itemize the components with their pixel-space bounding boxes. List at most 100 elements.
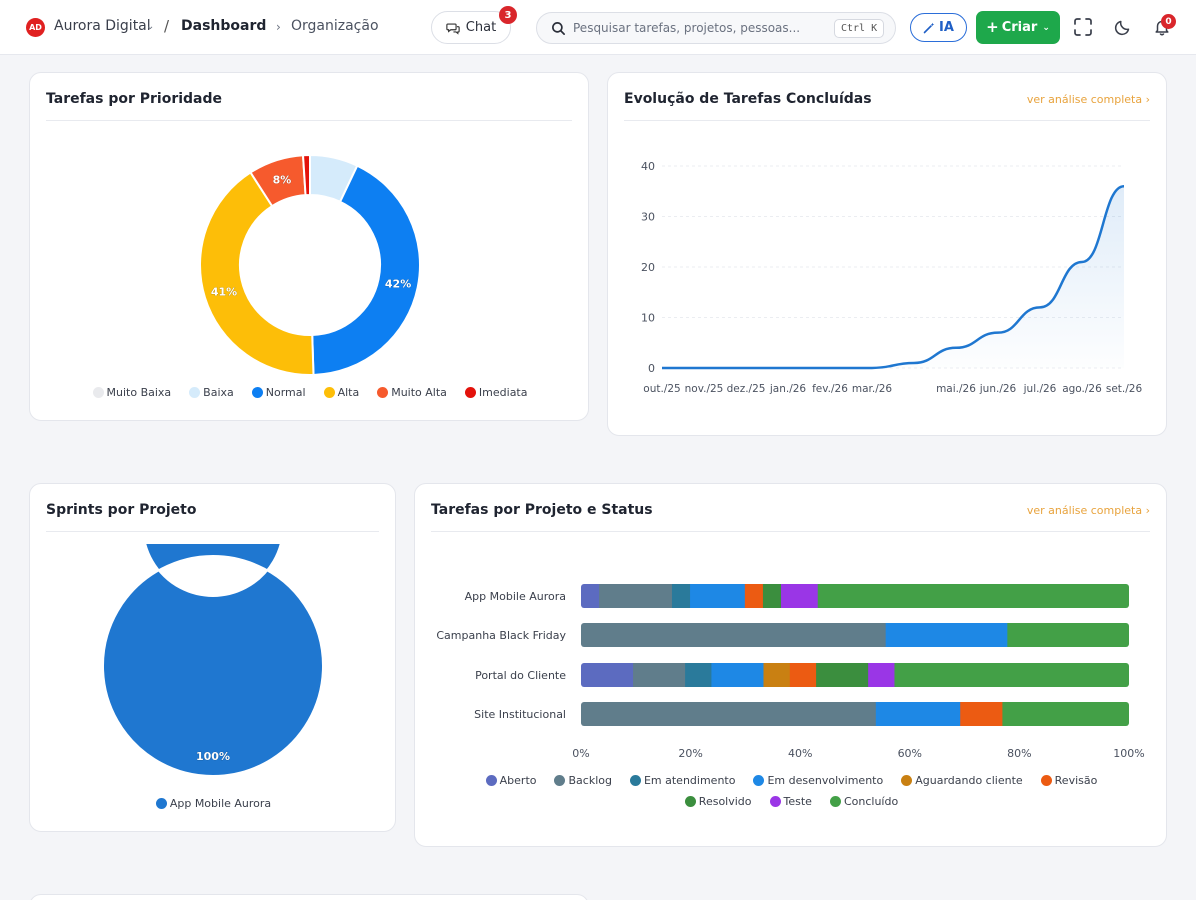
org-logo[interactable]: AD — [26, 18, 45, 37]
breadcrumb-organizacao[interactable]: Organização — [291, 18, 379, 34]
legend-item[interactable]: Em desenvolvimento — [753, 774, 883, 787]
org-switcher[interactable]: Aurora Digital — [54, 18, 151, 34]
legend-item[interactable]: Muito Baixa — [92, 386, 172, 399]
chat-count-badge: 3 — [499, 6, 517, 24]
breadcrumb-current[interactable]: Dashboard — [181, 18, 267, 34]
legend-item[interactable]: Teste — [769, 795, 812, 808]
x-tick-label: mar./26 — [852, 383, 893, 395]
card-title: Evolução de Tarefas Concluídas — [624, 91, 872, 107]
legend-label: Em atendimento — [643, 774, 736, 787]
legend-item[interactable]: App Mobile Aurora — [155, 797, 272, 810]
donut-slice-alta[interactable] — [199, 171, 315, 376]
x-tick-label: dez./25 — [727, 383, 766, 395]
bar-segment-backlog[interactable] — [581, 702, 877, 726]
legend-swatch — [629, 775, 641, 786]
chat-icon — [446, 22, 460, 35]
bar-segment-em-desenvolvimento[interactable] — [885, 623, 1008, 647]
x-tick-label: ago./26 — [1062, 383, 1102, 395]
legend-item[interactable]: Alta — [323, 386, 359, 399]
bar-segment-em-desenvolvimento[interactable] — [690, 584, 746, 608]
legend-item[interactable]: Normal — [251, 386, 306, 399]
bar-segment-em-desenvolvimento[interactable] — [875, 702, 961, 726]
chat-button[interactable]: Chat — [431, 11, 511, 44]
donut-slice-normal[interactable] — [311, 164, 421, 376]
donut-slice-app-mobile-aurora[interactable] — [101, 544, 324, 777]
bar-segment-revisão[interactable] — [789, 663, 817, 687]
bar-segment-concluído[interactable] — [1007, 623, 1129, 647]
x-tick-label: jul./26 — [1023, 383, 1057, 395]
bar-segment-teste[interactable] — [868, 663, 895, 687]
fullscreen-icon[interactable] — [1071, 15, 1095, 39]
bar-segment-em-atendimento[interactable] — [671, 584, 691, 608]
priority-legend: Muito Baixa Baixa Normal Alta Muito Alta Imed… — [30, 386, 590, 399]
legend-item[interactable]: Aguardando cliente — [901, 774, 1023, 787]
legend-item[interactable]: Baixa — [189, 386, 234, 399]
x-tick-label: 100% — [1113, 747, 1144, 760]
create-button[interactable]: + Criar ⌄ — [976, 11, 1060, 44]
search-input[interactable]: Pesquisar tarefas, projetos, pessoas... … — [536, 12, 896, 44]
legend-item[interactable]: Aberto — [485, 774, 536, 787]
chevron-right-icon: › — [276, 20, 281, 34]
ai-label: IA — [939, 20, 954, 35]
legend-item[interactable]: Imediata — [464, 386, 527, 399]
x-tick-label: mai./26 — [936, 383, 976, 395]
bar-segment-em-atendimento[interactable] — [685, 663, 712, 687]
search-icon — [552, 22, 565, 35]
x-tick-label: jan./26 — [769, 383, 807, 395]
legend-label: Revisão — [1054, 774, 1098, 787]
legend-item[interactable]: Revisão — [1040, 774, 1098, 787]
bar-segment-backlog[interactable] — [633, 663, 686, 687]
bar-segment-concluído[interactable] — [1002, 702, 1129, 726]
legend-item[interactable]: Muito Alta — [377, 386, 447, 399]
chat-label: Chat — [465, 20, 497, 35]
dark-mode-icon[interactable] — [1111, 15, 1135, 39]
bar-segment-backlog[interactable] — [599, 584, 673, 608]
x-tick-label: 0% — [572, 747, 589, 760]
bar-segment-revisão[interactable] — [744, 584, 764, 608]
legend-item[interactable]: Concluído — [829, 795, 899, 808]
ai-button[interactable]: IA — [910, 13, 967, 42]
legend-item[interactable]: Em atendimento — [629, 774, 736, 787]
legend-swatch — [829, 796, 841, 807]
bar-segment-em-desenvolvimento[interactable] — [711, 663, 764, 687]
bar-segment-backlog[interactable] — [581, 623, 887, 647]
bar-segment-teste[interactable] — [781, 584, 819, 608]
status-legend: Aberto Backlog Em atendimento Em desenvolvi… — [475, 774, 1108, 808]
plus-icon: + — [986, 18, 999, 36]
bar-segment-aberto[interactable] — [581, 584, 600, 608]
legend-label: Em desenvolvimento — [767, 774, 884, 787]
bar-segment-revisão[interactable] — [960, 702, 1003, 726]
card-divider — [431, 531, 1150, 532]
card-title: Tarefas por Projeto e Status — [431, 502, 653, 518]
magic-wand-icon — [923, 22, 935, 33]
priority-card: Tarefas por Prioridade 42% 41% 8% Muito Ba… — [29, 72, 589, 421]
legend-swatch — [92, 387, 104, 398]
chevron-down-icon[interactable]: ⌄ — [146, 21, 155, 32]
legend-item[interactable]: Backlog — [554, 774, 612, 787]
x-tick-label: nov./25 — [685, 383, 724, 395]
slice-data-label: 8% — [273, 173, 292, 186]
chevron-down-icon: ⌄ — [1042, 22, 1050, 33]
donut-slice-imediata[interactable] — [301, 153, 311, 197]
bar-segment-aberto[interactable] — [581, 663, 634, 687]
legend-swatch — [753, 775, 765, 786]
sprints-donut-chart: 100% — [101, 544, 324, 777]
legend-label: Muito Baixa — [106, 386, 172, 399]
status-stacked-bar-chart: App Mobile Aurora Campanha Black Friday Po… — [436, 584, 1145, 760]
bar-segment-concluído[interactable] — [894, 663, 1129, 687]
bar-segment-resolvido[interactable] — [762, 584, 782, 608]
bar-segment-aguardando-cliente[interactable] — [763, 663, 791, 687]
legend-label: Concluído — [843, 795, 899, 808]
legend-label: App Mobile Aurora — [169, 797, 272, 810]
create-label: Criar — [1001, 20, 1038, 35]
priority-donut-chart: 42% 41% 8% — [199, 153, 421, 376]
bar-segment-resolvido[interactable] — [816, 663, 869, 687]
slice-data-label: 41% — [211, 286, 237, 299]
bar-segment-concluído[interactable] — [817, 584, 1130, 608]
view-full-analysis-link[interactable]: ver análise completa › — [1026, 504, 1150, 517]
y-tick-label: 10 — [641, 312, 655, 325]
legend-item[interactable]: Resolvido — [684, 795, 752, 808]
view-full-analysis-link[interactable]: ver análise completa › — [1026, 93, 1150, 106]
card-divider — [624, 120, 1150, 121]
sprints-card: Sprints por Projeto 100% App Mobile Auro… — [29, 483, 396, 832]
